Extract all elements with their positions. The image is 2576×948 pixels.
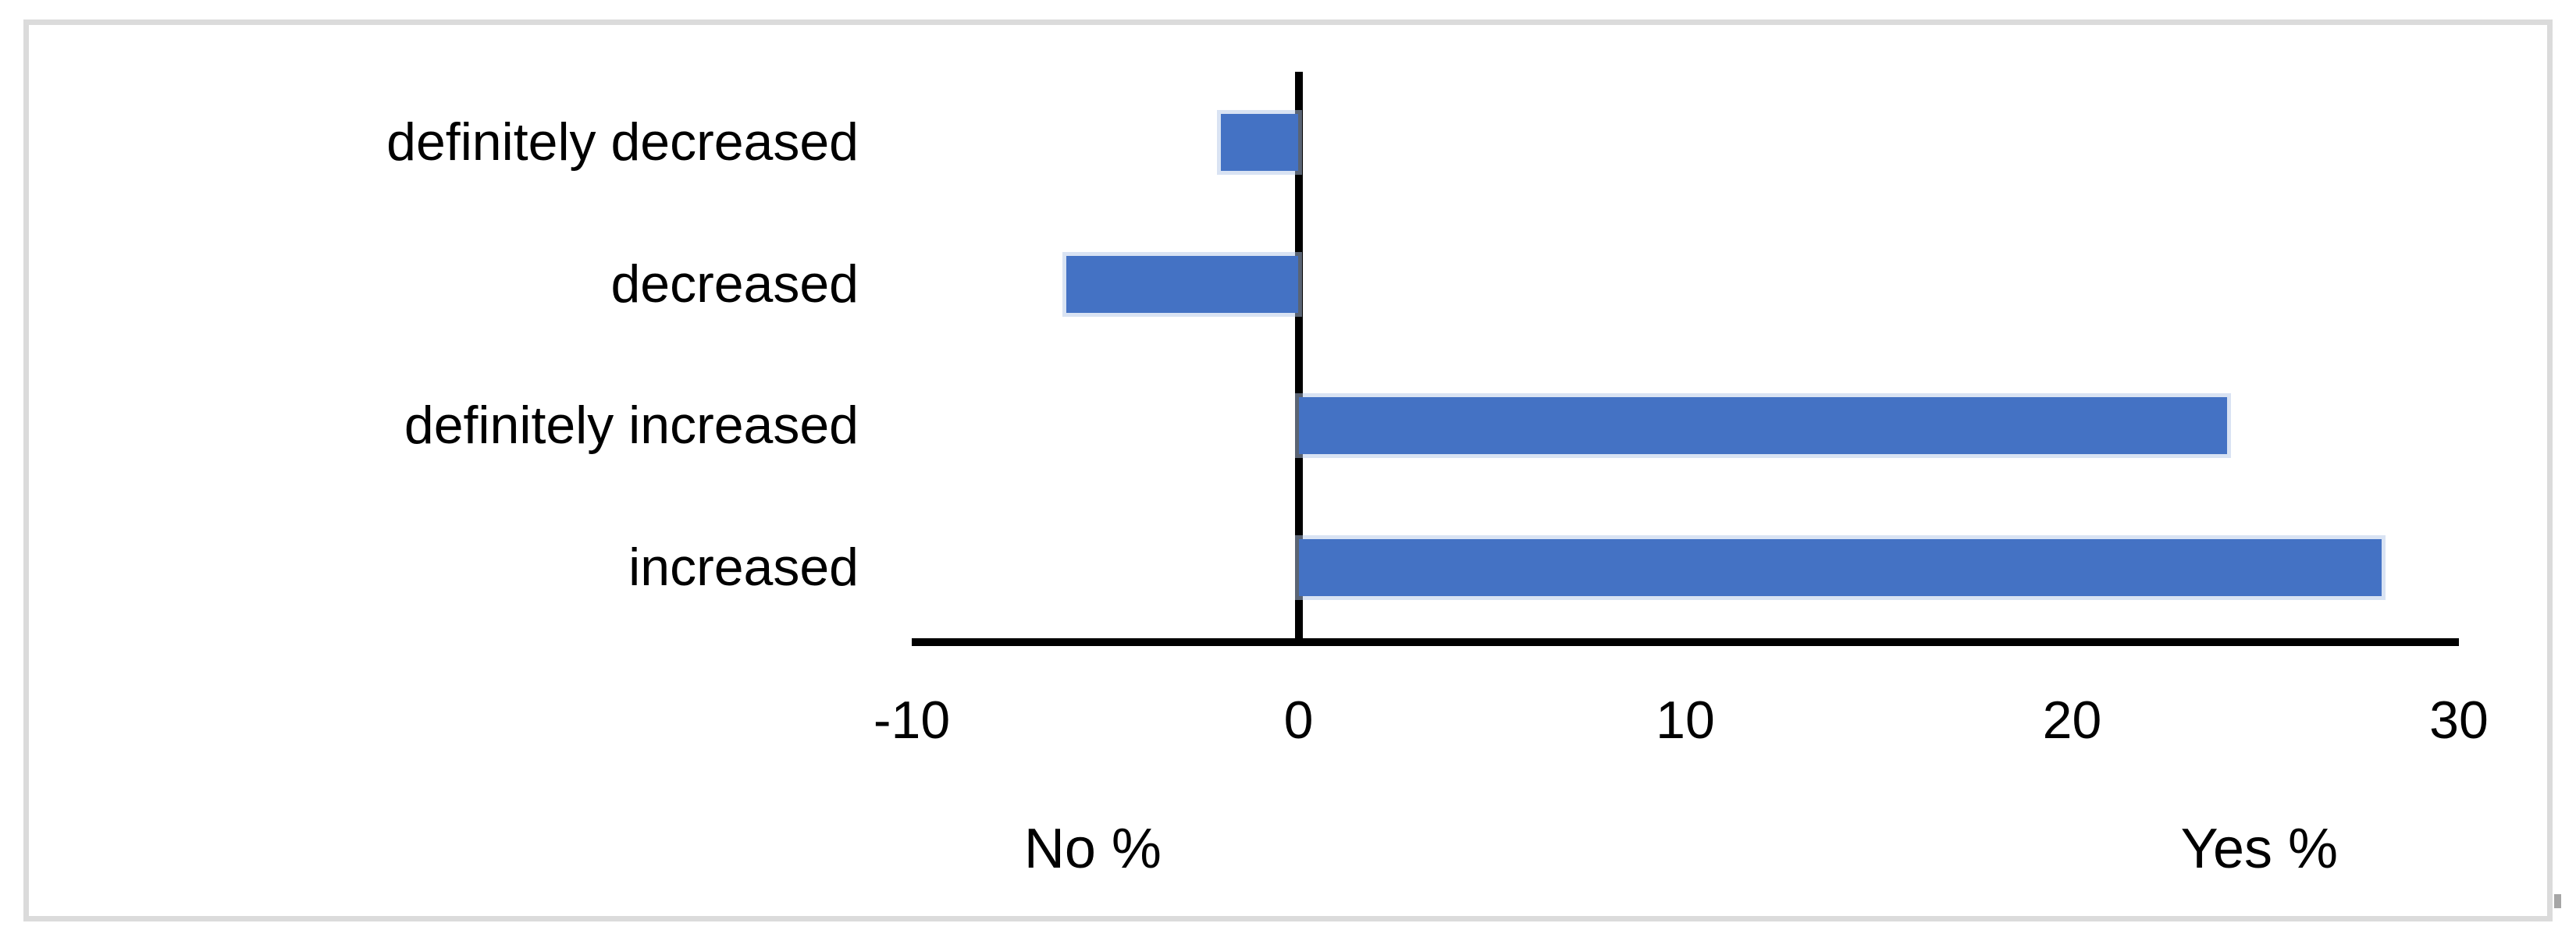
bar-definitely-increased [1298, 397, 2227, 455]
category-label-increased: increased [628, 537, 859, 597]
category-axis-labels: definitely decreased decreased definitely … [0, 72, 859, 638]
axis-captions: No % Yes % [912, 818, 2459, 888]
bar-definitely-decreased [1221, 114, 1299, 172]
plot-area [912, 72, 2459, 638]
bar-decreased [1066, 255, 1299, 313]
category-label-decreased: decreased [610, 254, 859, 314]
x-axis-tick-labels: -10 0 10 20 30 [873, 691, 2489, 755]
edge-artifact-mark [2554, 894, 2561, 908]
zero-axis-line [1294, 72, 1303, 638]
bar-increased [1298, 538, 2382, 596]
x-tick-label-20: 20 [2042, 691, 2102, 750]
x-tick-label-10: 10 [1656, 691, 1715, 750]
category-label-definitely-decreased: definitely decreased [386, 112, 859, 172]
category-label-definitely-increased: definitely increased [404, 396, 859, 455]
no-percent-label: No % [1023, 818, 1162, 880]
yes-percent-label: Yes % [2180, 818, 2339, 880]
x-tick-label--10: -10 [873, 691, 951, 750]
x-tick-label-30: 30 [2429, 691, 2489, 750]
x-tick-label-0: 0 [1283, 691, 1314, 750]
x-axis-line [912, 638, 2459, 646]
